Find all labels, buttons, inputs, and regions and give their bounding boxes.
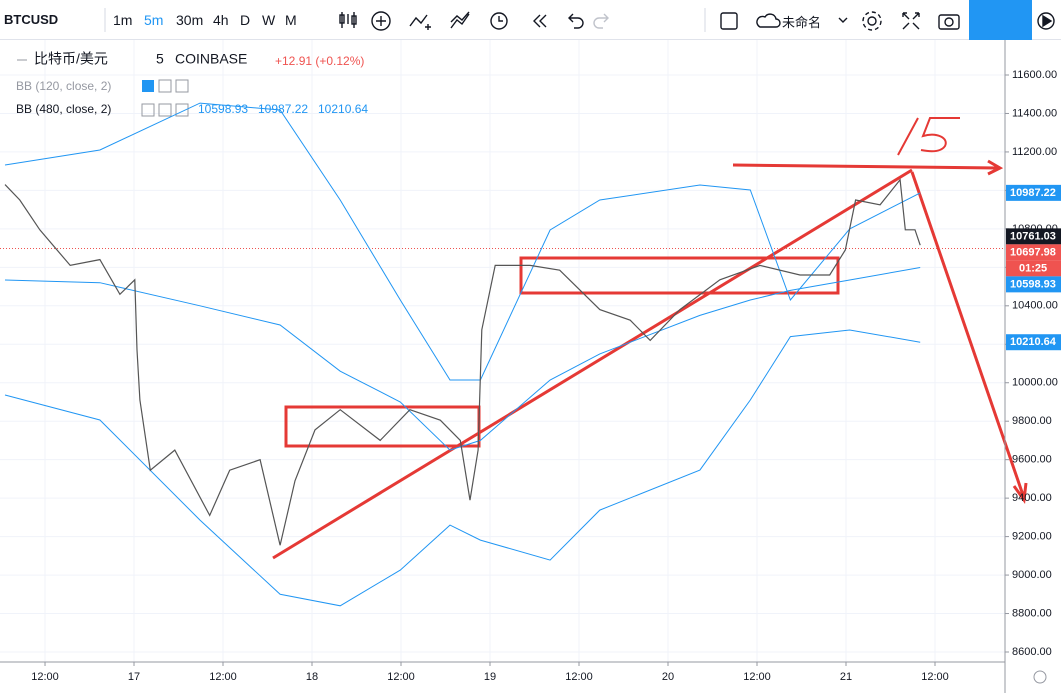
interval-button[interactable]: 4h bbox=[213, 12, 229, 28]
y-tick-label: 9000.00 bbox=[1012, 569, 1052, 581]
legend-change: +12.91 (+0.12%) bbox=[275, 54, 364, 68]
y-tick-label: 10000.00 bbox=[1012, 377, 1058, 389]
indicator-name[interactable]: BB (480, close, 2) bbox=[16, 102, 111, 116]
y-tick-label: 11600.00 bbox=[1012, 69, 1057, 81]
price-line bbox=[4, 178, 921, 546]
x-tick-label: 17 bbox=[128, 671, 140, 683]
y-tick-label: 9200.00 bbox=[1012, 531, 1052, 543]
y-tick-label: 9400.00 bbox=[1012, 492, 1052, 504]
legend-title: 比特币/美元 bbox=[34, 51, 108, 67]
x-tick-label: 12:00 bbox=[565, 671, 593, 683]
bollinger-band bbox=[4, 329, 921, 607]
countdown: 01:25 bbox=[1019, 262, 1047, 274]
toolbar-icons bbox=[104, 0, 1055, 40]
price-label: 10210.64 bbox=[1010, 336, 1057, 348]
price-label-box bbox=[1006, 334, 1061, 351]
bollinger-band bbox=[4, 267, 921, 451]
x-tick-label: 12:00 bbox=[921, 671, 949, 683]
x-tick-label: 12:00 bbox=[209, 671, 237, 683]
indicator-name[interactable]: BB (120, close, 2) bbox=[16, 79, 111, 93]
indicator-value: 10598.93 bbox=[198, 102, 248, 116]
interval-button[interactable]: W bbox=[262, 12, 276, 28]
x-tick-label: 20 bbox=[662, 671, 674, 683]
y-tick-label: 9800.00 bbox=[1012, 415, 1052, 427]
price-label-box bbox=[1006, 244, 1061, 261]
price-label-box bbox=[1006, 276, 1061, 293]
price-label: 10987.22 bbox=[1010, 187, 1056, 199]
price-label-box bbox=[1006, 184, 1061, 201]
interval-button[interactable]: 30m bbox=[176, 12, 204, 28]
x-tick-label: 18 bbox=[306, 671, 318, 683]
y-tick-label: 8800.00 bbox=[1012, 607, 1052, 619]
countdown-box bbox=[1006, 260, 1061, 277]
y-tick-label: 10400.00 bbox=[1012, 300, 1058, 312]
legend-exchange: COINBASE bbox=[175, 51, 247, 67]
x-tick-label: 12:00 bbox=[743, 671, 771, 683]
interval-button[interactable]: 5m bbox=[144, 12, 164, 28]
plot-background bbox=[0, 40, 1005, 662]
interval-button[interactable]: 1m bbox=[113, 12, 133, 28]
price-label: 10598.93 bbox=[1010, 278, 1056, 290]
x-tick-label: 21 bbox=[840, 671, 852, 683]
interval-button[interactable]: D bbox=[240, 12, 251, 28]
indicator-value: 10987.22 bbox=[258, 102, 308, 116]
x-tick-label: 12:00 bbox=[387, 671, 415, 683]
x-tick-label: 19 bbox=[484, 671, 496, 683]
indicator-value: 10210.64 bbox=[318, 102, 368, 116]
legend-interval: 5 bbox=[156, 51, 164, 67]
interval-button[interactable]: M bbox=[285, 12, 297, 28]
y-tick-label: 11400.00 bbox=[1012, 107, 1057, 119]
price-label-box bbox=[1006, 228, 1061, 245]
price-label: 10697.98 bbox=[1010, 246, 1056, 258]
y-tick-label: 8600.00 bbox=[1012, 646, 1052, 658]
layout-name[interactable]: 未命名 bbox=[782, 15, 822, 30]
bollinger-band bbox=[4, 102, 921, 381]
x-tick-label: 12:00 bbox=[31, 671, 59, 683]
y-tick-label: 9600.00 bbox=[1012, 454, 1052, 466]
symbol[interactable]: BTCUSD bbox=[4, 12, 59, 27]
chart-annotations bbox=[272, 117, 1028, 560]
legend-icons bbox=[17, 59, 1047, 684]
y-tick-label: 11200.00 bbox=[1012, 146, 1057, 158]
price-label: 10761.03 bbox=[1010, 230, 1056, 242]
